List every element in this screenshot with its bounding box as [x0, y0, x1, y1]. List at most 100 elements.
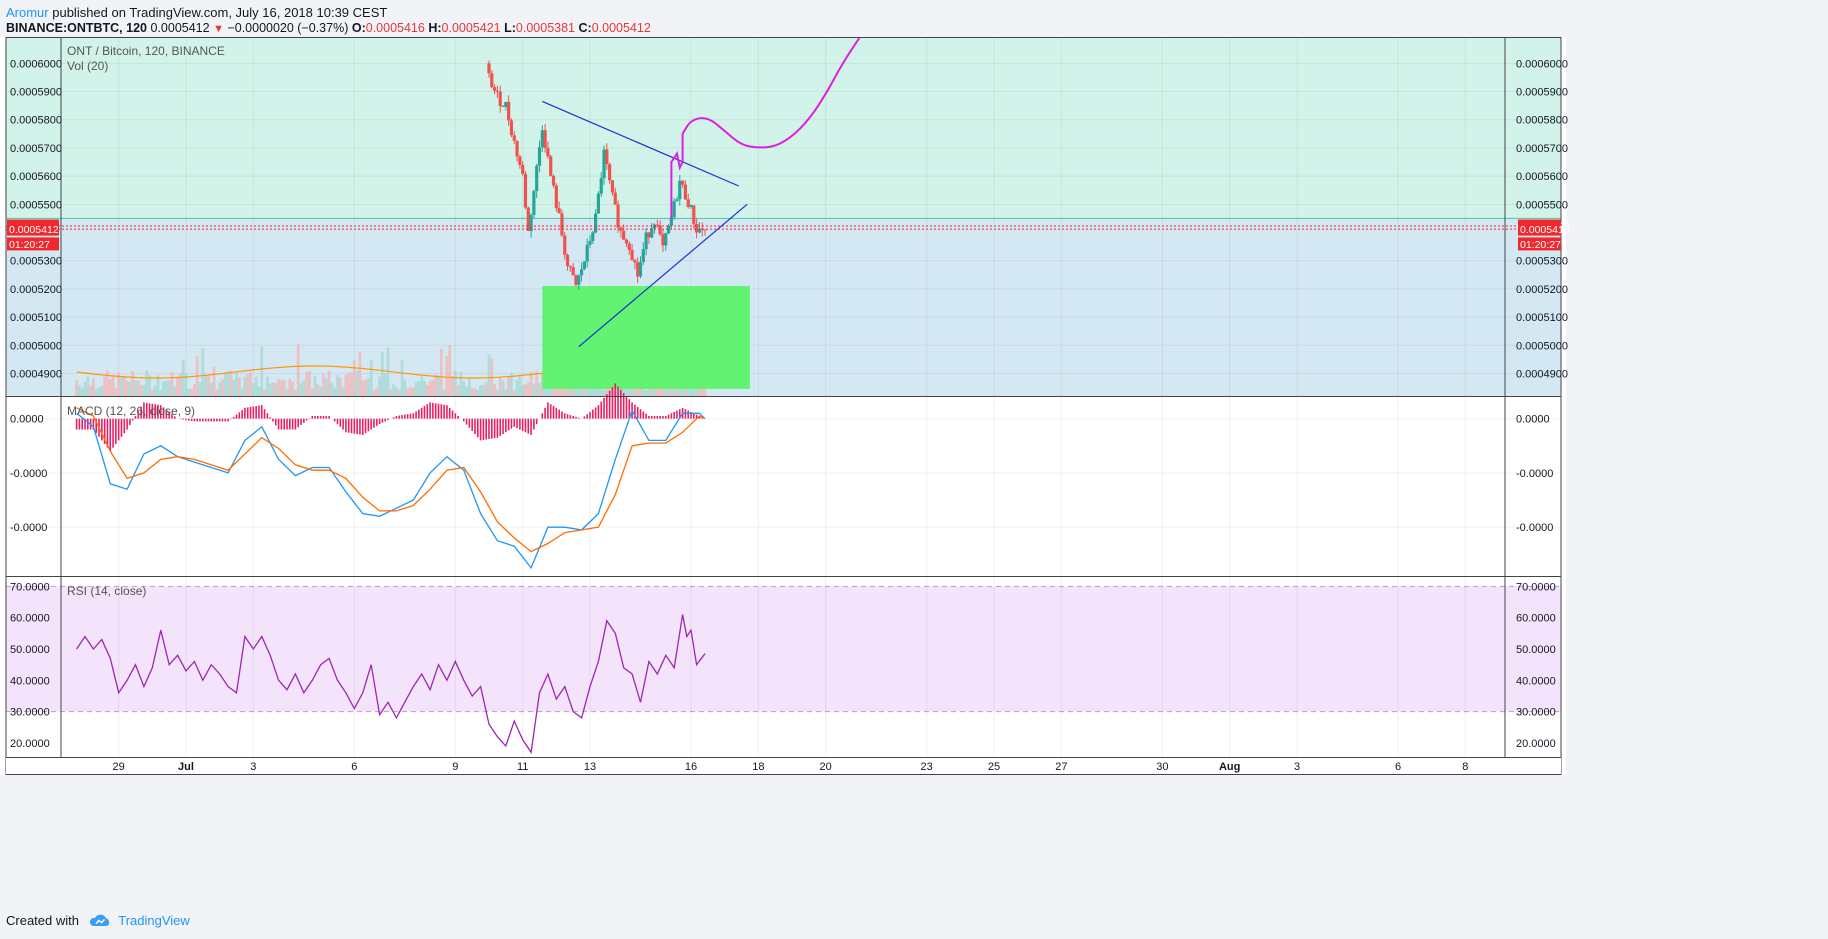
volume-bar: [692, 387, 696, 396]
footer: Created with TradingView: [6, 913, 190, 928]
candle-up: [638, 262, 643, 277]
volume-bar: [80, 388, 84, 396]
volume-bar: [445, 355, 449, 396]
volume-bar: [108, 379, 112, 396]
candle-up: [672, 201, 676, 218]
volume-bar: [327, 370, 331, 396]
volume-bar: [122, 376, 126, 396]
volume-bar: [218, 382, 222, 396]
volume-bar: [630, 387, 634, 396]
macd-signal-line: [76, 407, 706, 553]
volume-bar: [282, 379, 286, 396]
volume-bar: [229, 370, 233, 396]
candle-down: [608, 164, 612, 181]
volume-bar: [479, 385, 482, 396]
volume-bar: [588, 386, 592, 396]
volume-bar: [411, 387, 415, 396]
author-link[interactable]: Aromur: [6, 5, 49, 20]
price-left-tick: 0.0004900: [10, 368, 62, 380]
volume-bar: [207, 375, 210, 396]
price-left-tick: 0.0006000: [10, 58, 62, 70]
price-right-tick: 0.0005500: [1516, 199, 1568, 211]
open-value: 0.0005416: [365, 21, 425, 35]
publish-header: Aromur published on TradingView.com, Jul…: [6, 5, 387, 20]
volume-bar: [254, 376, 258, 396]
candle-up: [585, 244, 589, 262]
volume-bar: [683, 384, 687, 396]
volume-bar: [296, 344, 300, 396]
volume-bar: [549, 389, 553, 396]
candle-down: [515, 140, 519, 157]
volume-bar: [361, 380, 365, 396]
volume-bar: [504, 389, 508, 396]
candle-down: [619, 227, 623, 231]
volume-bar: [223, 372, 227, 396]
volume-bar: [465, 386, 468, 396]
tradingview-cloud-icon: [89, 914, 109, 926]
candle-up: [675, 199, 679, 202]
rsi-left-tick: 40.0000: [10, 675, 50, 687]
candle-up: [537, 147, 542, 166]
volume-bar: [120, 377, 123, 396]
volume-bar: [423, 380, 426, 396]
volume-bar: [397, 389, 401, 396]
volume-bar: [75, 380, 78, 396]
time-axis-tick: 23: [921, 761, 933, 773]
volume-bar: [302, 380, 306, 396]
rsi-right-tick: 40.0000: [1516, 675, 1556, 687]
price-right-tick: 0.0005800: [1516, 115, 1568, 127]
volume-bar: [496, 389, 499, 396]
volume-bar: [347, 372, 351, 396]
high-value: 0.0005421: [441, 21, 501, 35]
candle-down: [493, 87, 497, 91]
volume-bar: [117, 372, 121, 396]
price-left-tick: 0.0005800: [10, 115, 62, 127]
volume-bar: [358, 351, 362, 396]
tradingview-link[interactable]: TradingView: [118, 913, 190, 928]
candle-down: [636, 262, 640, 277]
volume-bar: [139, 385, 143, 396]
price-label-text: 0.0005412: [9, 224, 59, 236]
volume-bar: [215, 389, 219, 396]
candle-down: [605, 149, 609, 165]
volume-bar: [686, 384, 690, 396]
candle-up: [596, 193, 601, 214]
volume-bar: [277, 378, 280, 396]
high-label: H:: [428, 21, 442, 35]
candle-down: [498, 91, 502, 106]
candle-down: [565, 254, 570, 267]
candle-down: [692, 205, 696, 225]
volume-bar: [83, 381, 87, 396]
volume-bar: [641, 382, 645, 396]
candle-down: [551, 175, 556, 186]
chart-frame: [5, 37, 1562, 775]
candle-up: [697, 228, 702, 233]
candle-up: [689, 205, 693, 208]
volume-bar: [512, 389, 516, 396]
macd-title: MACD (12, 26, close, 9): [67, 404, 195, 418]
candle-down: [680, 180, 685, 185]
candle-up: [641, 249, 645, 263]
time-axis-tick: 25: [988, 761, 1000, 773]
volume-bar: [515, 379, 519, 396]
candle-down: [622, 230, 626, 240]
macd-left-tick: -0.0000: [10, 468, 47, 480]
volume-bar: [243, 376, 247, 396]
rsi-left-tick: 30.0000: [10, 707, 50, 719]
volume-bar: [209, 382, 213, 396]
volume-bar: [176, 376, 179, 396]
volume-bar: [204, 375, 208, 396]
volume-bar: [313, 375, 317, 396]
time-axis-tick: 20: [820, 761, 832, 773]
volume-bar: [285, 388, 289, 396]
candle-down: [490, 73, 494, 88]
volume-bar: [557, 384, 561, 396]
volume-bar: [178, 373, 182, 396]
candle-down: [563, 235, 567, 255]
volume-bar: [560, 387, 564, 396]
price-right-tick: 0.0005300: [1516, 256, 1568, 268]
volume-bar: [294, 389, 297, 396]
volume-bar: [341, 387, 345, 396]
price-left-tick: 0.0005900: [10, 87, 62, 99]
